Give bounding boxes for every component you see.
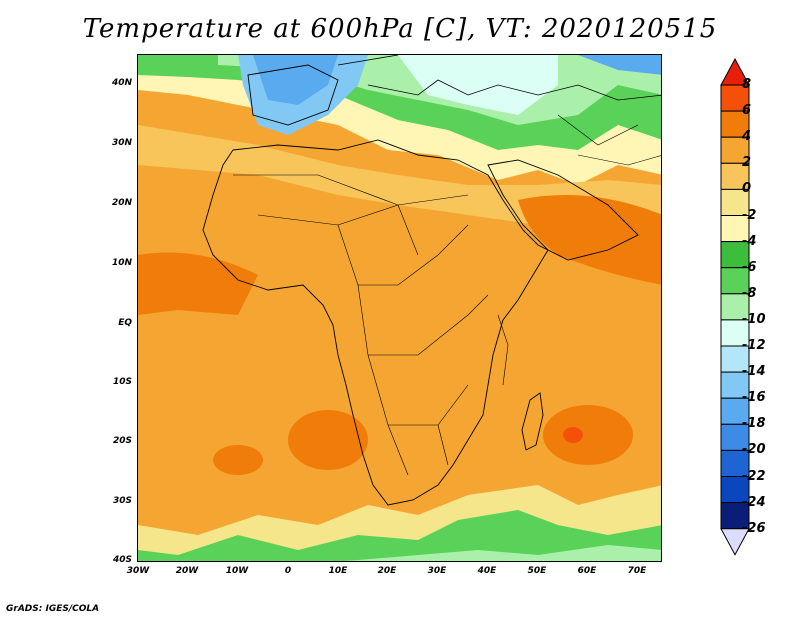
colorbar-label: 0 — [742, 181, 752, 197]
cold-pool-core — [253, 55, 338, 105]
band-minus8-south — [344, 545, 661, 561]
colorbar-segment — [720, 476, 750, 504]
europe-coast — [337, 55, 661, 101]
lon-label-0: 0 — [284, 566, 292, 576]
country-borders — [233, 174, 489, 476]
lon-label-10w: 10W — [225, 566, 249, 576]
country-borders-east — [497, 114, 661, 386]
colorbar-label: -2 — [742, 207, 757, 223]
africa-coastline — [202, 139, 549, 506]
iberia-outline — [247, 64, 339, 126]
lat-label-30n: 30N — [111, 138, 132, 148]
band-minus10 — [398, 55, 558, 115]
colorbar-segment — [720, 267, 750, 295]
warm-core-westafrica — [138, 252, 258, 315]
lon-label-10e: 10E — [328, 566, 348, 576]
colorbar-label: -8 — [742, 285, 757, 301]
colorbar-label: -12 — [742, 338, 766, 353]
map-field — [138, 55, 661, 561]
lon-label-40e: 40E — [477, 566, 497, 576]
colorbar-segment — [720, 84, 750, 112]
colorbar-segment — [720, 136, 750, 164]
colorbar-label: -10 — [742, 311, 766, 327]
warm-core-indian — [543, 405, 633, 465]
colorbar-segment — [720, 397, 750, 425]
lon-label-70e: 70E — [627, 566, 647, 576]
colorbar-segment — [720, 241, 750, 269]
lon-label-30e: 30E — [427, 566, 447, 576]
lat-label-20n: 20N — [111, 198, 132, 208]
colorbar-label: -16 — [742, 390, 766, 406]
colorbar-label: -14 — [742, 364, 766, 380]
colorbar-segment — [720, 371, 750, 399]
colorbar — [720, 57, 750, 556]
colorbar-label: -4 — [742, 233, 757, 249]
colorbar-segment — [720, 345, 750, 373]
lon-label-20w: 20W — [175, 566, 199, 576]
colorbar-segment — [720, 215, 750, 243]
colorbar-segment — [720, 188, 750, 216]
colorbar-label: 4 — [742, 129, 752, 145]
colorbar-label: 8 — [742, 77, 752, 92]
chart-title: Temperature at 600hPa [C], VT: 202012051… — [82, 14, 718, 44]
colorbar-triangle-bottom — [720, 528, 750, 556]
colorbar-label: -18 — [742, 416, 766, 432]
colorbar-segment — [720, 502, 750, 530]
warm-core-atlantic — [213, 445, 263, 475]
lat-label-eq: EQ — [118, 318, 132, 328]
colorbar-label: -26 — [742, 520, 766, 536]
lat-label-20s: 20S — [112, 436, 132, 446]
colorbar-label: -24 — [742, 494, 766, 510]
cold-pool-east — [578, 55, 661, 75]
band-minus6-south — [138, 510, 661, 561]
colorbar-segment — [720, 423, 750, 451]
lon-label-60e: 60E — [577, 566, 597, 576]
footer-credit: GrADS: IGES/COLA — [6, 604, 100, 614]
madagascar-outline — [521, 392, 544, 451]
lat-label-10n: 10N — [111, 258, 132, 268]
hot-spot-indian — [563, 427, 583, 443]
colorbar-segment — [720, 293, 750, 321]
colorbar-segment — [720, 319, 750, 347]
colorbar-label: -20 — [742, 442, 766, 458]
warm-core-angola — [288, 410, 368, 470]
colorbar-label: -6 — [742, 259, 757, 275]
arabia-outline — [487, 159, 639, 261]
warm-core-arabia — [518, 195, 661, 285]
colorbar-segment — [720, 110, 750, 138]
colorbar-label: 2 — [742, 155, 752, 171]
colorbar-label: 6 — [742, 103, 752, 119]
lon-label-20e: 20E — [377, 566, 397, 576]
lat-label-40n: 40N — [111, 78, 132, 88]
lat-label-10s: 10S — [112, 377, 132, 387]
lon-label-30w: 30W — [126, 566, 150, 576]
colorbar-label: -22 — [742, 468, 766, 484]
lat-label-30s: 30S — [112, 496, 132, 506]
temperature-map — [137, 54, 662, 562]
lon-label-50e: 50E — [527, 566, 547, 576]
lat-label-40s: 40S — [112, 555, 132, 565]
